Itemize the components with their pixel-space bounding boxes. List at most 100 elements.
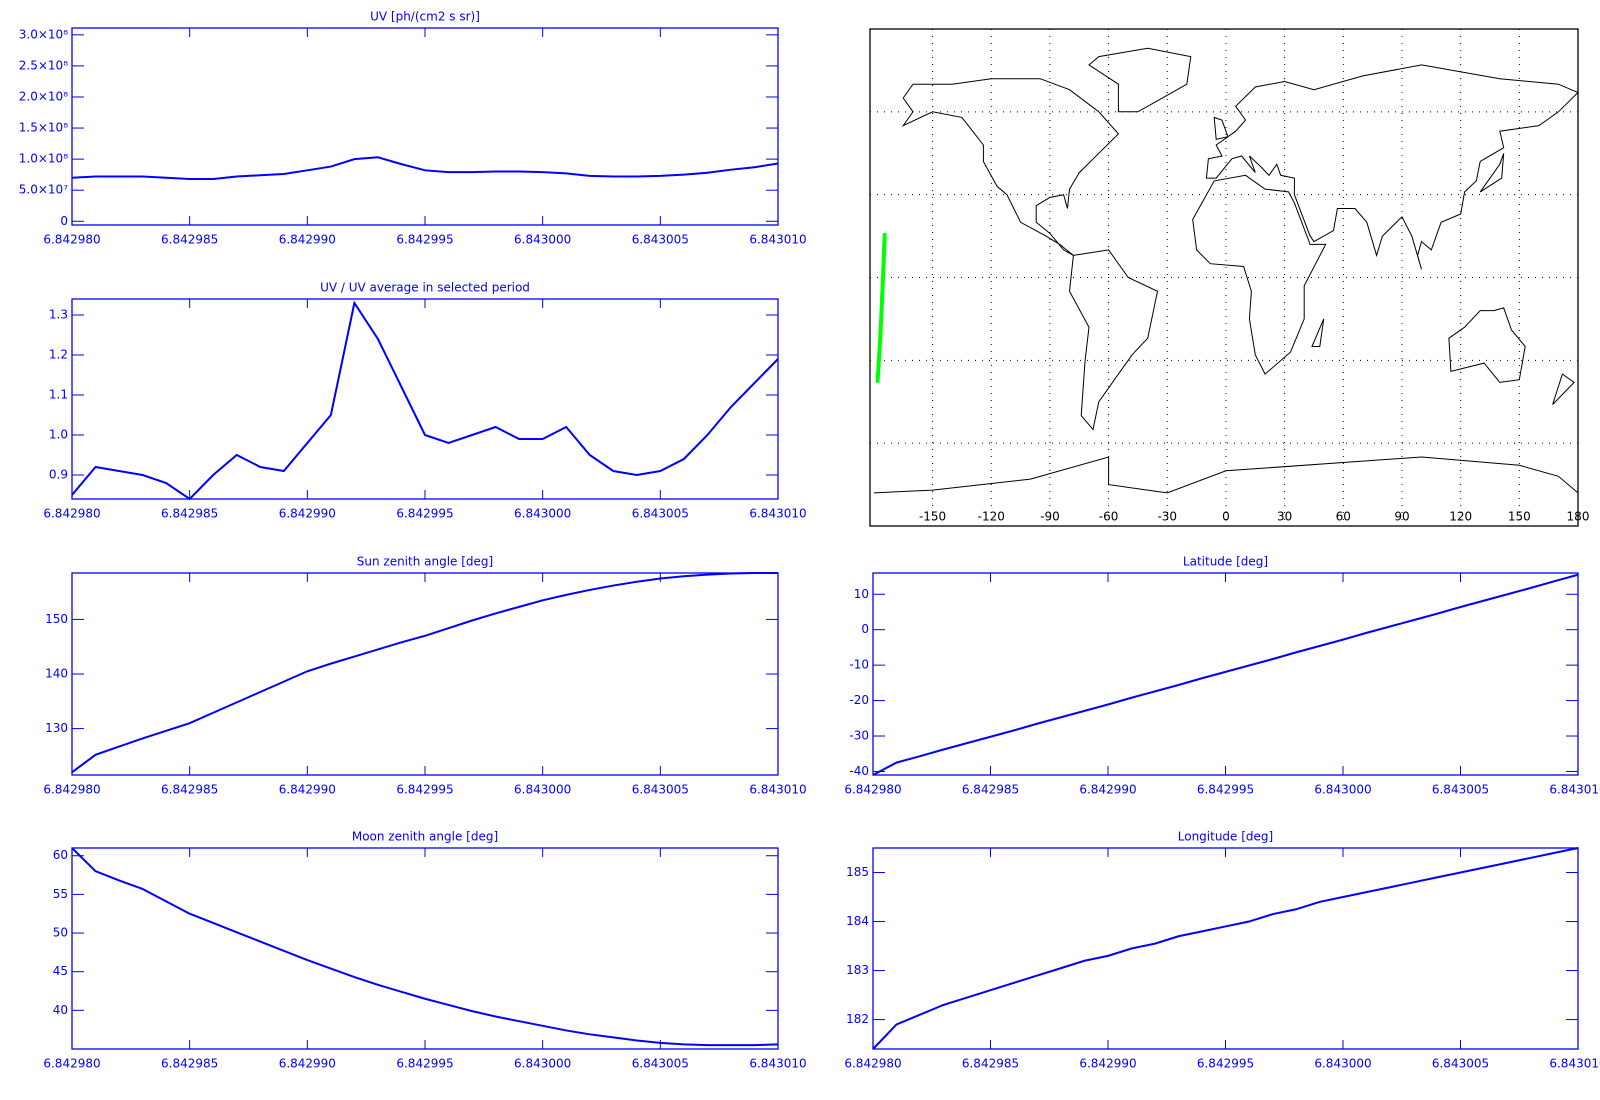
x-tick-label: 30 <box>1277 510 1292 524</box>
chart-title: Moon zenith angle [deg] <box>352 830 498 844</box>
y-tick-label: 10 <box>854 587 869 601</box>
plot-frame <box>71 298 779 500</box>
data-line <box>71 156 779 181</box>
x-tick-label: -120 <box>978 510 1005 524</box>
x-tick-label: 6.843010 <box>749 233 806 247</box>
chart-title: Longitude [deg] <box>1178 830 1273 844</box>
y-tick-label: -10 <box>849 658 869 672</box>
x-tick-label: 6.842990 <box>1079 783 1136 797</box>
map-frame <box>869 28 1579 527</box>
x-tick-label: 6.842980 <box>844 1057 901 1071</box>
y-tick-label: 150 <box>45 612 68 626</box>
y-tick-label: 45 <box>53 964 68 978</box>
x-tick-label: 6.842980 <box>43 507 100 521</box>
x-tick-label: 6.843010 <box>749 783 806 797</box>
y-tick-label: 55 <box>53 887 68 901</box>
y-tick-label: 183 <box>846 963 869 977</box>
coastline <box>901 78 1120 256</box>
chart-title: UV [ph/(cm2 s sr)] <box>370 10 480 24</box>
y-tick-label: 2.5×10⁸ <box>19 58 68 72</box>
chart-title: Sun zenith angle [deg] <box>357 555 493 569</box>
x-tick-label: 6.842995 <box>396 507 453 521</box>
x-tick-label: 60 <box>1336 510 1351 524</box>
x-tick-label: 6.843000 <box>1314 783 1371 797</box>
y-tick-label: 0.9 <box>49 468 68 482</box>
x-tick-label: -150 <box>919 510 946 524</box>
coastline <box>1088 47 1192 113</box>
y-tick-label: 60 <box>53 848 68 862</box>
y-tick-label: 0 <box>861 622 869 636</box>
x-tick-label: 6.842980 <box>844 783 901 797</box>
x-tick-label: 6.843005 <box>632 507 689 521</box>
y-tick-label: -20 <box>849 693 869 707</box>
x-tick-label: 6.842985 <box>161 783 218 797</box>
x-tick-label: 6.842990 <box>1079 1057 1136 1071</box>
coastline <box>1205 64 1579 270</box>
y-tick-label: 1.1 <box>49 388 68 402</box>
x-tick-label: 6.843010 <box>749 507 806 521</box>
y-tick-label: -40 <box>849 764 869 778</box>
coastline <box>1213 116 1229 141</box>
x-tick-label: -90 <box>1040 510 1060 524</box>
y-tick-label: 40 <box>53 1003 68 1017</box>
x-tick-label: 6.843000 <box>514 783 571 797</box>
plot-frame <box>71 27 779 226</box>
y-tick-label: 1.3 <box>49 308 68 322</box>
x-tick-label: -60 <box>1099 510 1119 524</box>
x-tick-label: 6.843000 <box>1314 1057 1371 1071</box>
y-tick-label: 1.0 <box>49 428 68 442</box>
x-tick-label: 180 <box>1567 510 1590 524</box>
plot-frame <box>71 572 779 776</box>
data-line <box>71 300 779 501</box>
data-line <box>71 572 778 774</box>
x-tick-label: 6.843005 <box>632 233 689 247</box>
x-tick-label: 6.843005 <box>1432 1057 1489 1071</box>
x-tick-label: 6.842980 <box>43 1057 100 1071</box>
y-tick-label: 184 <box>846 914 869 928</box>
x-tick-label: 6.843010 <box>749 1057 806 1071</box>
y-tick-label: 0 <box>60 214 68 228</box>
y-tick-label: 3.0×10⁸ <box>19 27 68 41</box>
x-tick-label: 6.842995 <box>396 1057 453 1071</box>
x-tick-label: 6.842985 <box>161 1057 218 1071</box>
x-tick-label: 120 <box>1449 510 1472 524</box>
x-tick-label: -30 <box>1157 510 1177 524</box>
x-tick-label: 6.842995 <box>1197 1057 1254 1071</box>
x-tick-label: 6.842985 <box>161 233 218 247</box>
x-tick-label: 6.842995 <box>396 233 453 247</box>
chart-title: UV / UV average in selected period <box>320 281 530 295</box>
x-tick-label: 90 <box>1394 510 1409 524</box>
x-tick-label: 150 <box>1508 510 1531 524</box>
x-tick-label: 6.842985 <box>161 507 218 521</box>
y-tick-label: 1.2 <box>49 348 68 362</box>
x-tick-label: 6.842990 <box>279 783 336 797</box>
chart-title: Latitude [deg] <box>1183 555 1268 569</box>
x-tick-label: 6.843000 <box>514 233 571 247</box>
x-tick-label: 6.842990 <box>279 507 336 521</box>
track <box>875 232 887 383</box>
y-tick-label: -30 <box>849 729 869 743</box>
x-tick-label: 6.842990 <box>279 1057 336 1071</box>
y-tick-label: 50 <box>53 926 68 940</box>
coastline <box>1479 153 1505 193</box>
x-tick-label: 6.843000 <box>514 1057 571 1071</box>
x-tick-label: 6.842995 <box>396 783 453 797</box>
coastline <box>1552 373 1575 405</box>
data-line <box>872 847 1579 1050</box>
coastline <box>1311 318 1325 347</box>
coastline <box>1068 249 1159 431</box>
y-tick-label: 2.0×10⁸ <box>19 89 68 103</box>
x-tick-label: 6.843005 <box>632 1057 689 1071</box>
x-tick-label: 0 <box>1222 510 1230 524</box>
y-tick-label: 185 <box>846 865 869 879</box>
x-tick-label: 6.842980 <box>43 233 100 247</box>
y-tick-label: 1.5×10⁸ <box>19 121 68 135</box>
x-tick-label: 6.843000 <box>514 507 571 521</box>
coastline <box>1192 174 1327 375</box>
x-tick-label: 6.843010 <box>1549 1057 1600 1071</box>
plot-frame <box>872 847 1579 1050</box>
plot-frame <box>71 847 779 1050</box>
y-tick-label: 130 <box>45 721 68 735</box>
